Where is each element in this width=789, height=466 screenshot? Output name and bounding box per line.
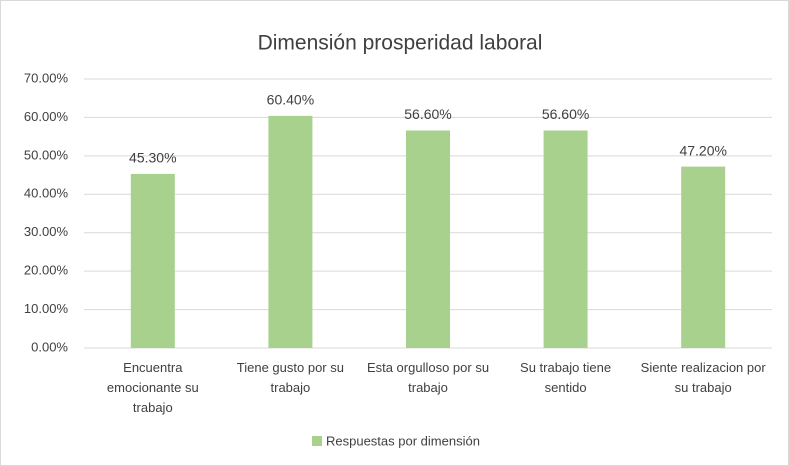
legend-swatch	[312, 436, 322, 446]
x-tick-label: Su trabajo tiene sentido	[520, 360, 612, 395]
y-tick-label: 0.00%	[31, 339, 68, 354]
data-label: 47.20%	[679, 142, 726, 158]
y-tick-label: 70.00%	[24, 70, 69, 85]
x-tick-label: Siente realizacion por su trabajo	[640, 360, 766, 395]
bar	[681, 166, 726, 348]
data-label: 56.60%	[404, 106, 451, 122]
x-tick-label: Tiene gusto por su trabajo	[236, 360, 344, 395]
bar	[268, 115, 313, 349]
x-tick-label: Encuentra emocionante su trabajo	[106, 360, 199, 415]
chart-title: Dimensión prosperidad laboral	[258, 32, 543, 55]
bar	[130, 173, 175, 348]
y-tick-label: 20.00%	[24, 263, 69, 278]
y-tick-label: 30.00%	[24, 224, 69, 239]
legend-label: Respuestas por dimensión	[326, 433, 480, 448]
bar	[406, 130, 450, 348]
data-label: 56.60%	[542, 106, 589, 122]
data-label: 60.40%	[267, 92, 314, 108]
y-tick-label: 60.00%	[24, 109, 69, 124]
data-label: 45.30%	[129, 150, 176, 166]
y-tick-label: 10.00%	[24, 301, 69, 316]
y-tick-label: 40.00%	[24, 186, 69, 201]
y-tick-label: 50.00%	[24, 147, 69, 162]
bar	[543, 130, 588, 348]
x-tick-label: Esta orgulloso por su trabajo	[366, 360, 490, 395]
